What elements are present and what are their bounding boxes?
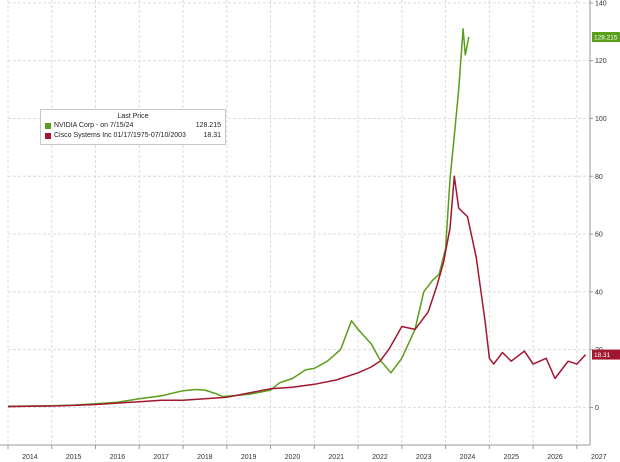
x-tick-label: 2018 bbox=[197, 454, 213, 461]
x-tick-label: 2024 bbox=[460, 454, 476, 461]
last-value-badges: 128.215 18.31 bbox=[592, 31, 620, 360]
legend-title: Last Price bbox=[117, 113, 149, 120]
legend-entry-nvidia: NVIDIA Corp - on 7/15/24 128.215 bbox=[45, 122, 221, 132]
badge-box bbox=[592, 349, 620, 360]
y-tick-label: 140 bbox=[595, 0, 607, 7]
series-lines bbox=[7, 28, 587, 408]
cisco-last-value-badge: 18.31 bbox=[592, 349, 620, 360]
legend-name-nvidia: NVIDIA Corp - on 7/15/24 bbox=[54, 122, 134, 129]
x-tick-label: 2017 bbox=[153, 454, 169, 461]
legend: Last Price NVIDIA Corp - on 7/15/24 128.… bbox=[40, 109, 226, 145]
legend-name-cisco: Cisco Systems Inc 01/17/1975-07/10/2003 bbox=[54, 132, 186, 139]
x-tick-label: 2021 bbox=[328, 454, 344, 461]
legend-value-cisco: 18.31 bbox=[203, 132, 221, 139]
x-tick-label: 2026 bbox=[547, 454, 563, 461]
x-tick-label: 2025 bbox=[503, 454, 519, 461]
cisco-price-line bbox=[7, 175, 587, 408]
x-tick-label: 2027 bbox=[591, 454, 607, 461]
y-tick-label: 80 bbox=[595, 174, 603, 181]
legend-swatch-cisco bbox=[45, 133, 51, 139]
nvidia-last-value-badge: 128.215 bbox=[592, 31, 620, 42]
x-tick-label: 2016 bbox=[110, 454, 126, 461]
x-tick-label: 2020 bbox=[285, 454, 301, 461]
legend-value-nvidia: 128.215 bbox=[195, 122, 221, 129]
nvidia-price-line bbox=[7, 28, 470, 408]
x-tick-label: 2023 bbox=[416, 454, 432, 461]
y-tick-label: 40 bbox=[595, 289, 603, 296]
legend-swatch-nvidia bbox=[45, 123, 51, 129]
badge-label: 128.215 bbox=[594, 34, 618, 41]
x-tick-label: 2019 bbox=[241, 454, 257, 461]
x-tick-label: 2015 bbox=[66, 454, 82, 461]
legend-entry-cisco: Cisco Systems Inc 01/17/1975-07/10/2003 … bbox=[45, 132, 221, 142]
x-tick-label: 2014 bbox=[22, 454, 38, 461]
y-tick-label: 120 bbox=[595, 58, 607, 65]
y-tick-label: 60 bbox=[595, 232, 603, 239]
x-axis: 2014 2015 2016 2017 2018 2019 2020 2021 2022 2023… bbox=[7, 445, 607, 461]
y-tick-label: 100 bbox=[595, 116, 607, 123]
grid-lines bbox=[7, 0, 590, 445]
badge-label: 18.31 bbox=[594, 352, 611, 359]
badge-box bbox=[592, 31, 620, 42]
x-tick-label: 2022 bbox=[372, 454, 388, 461]
y-tick-label: 0 bbox=[595, 405, 599, 412]
